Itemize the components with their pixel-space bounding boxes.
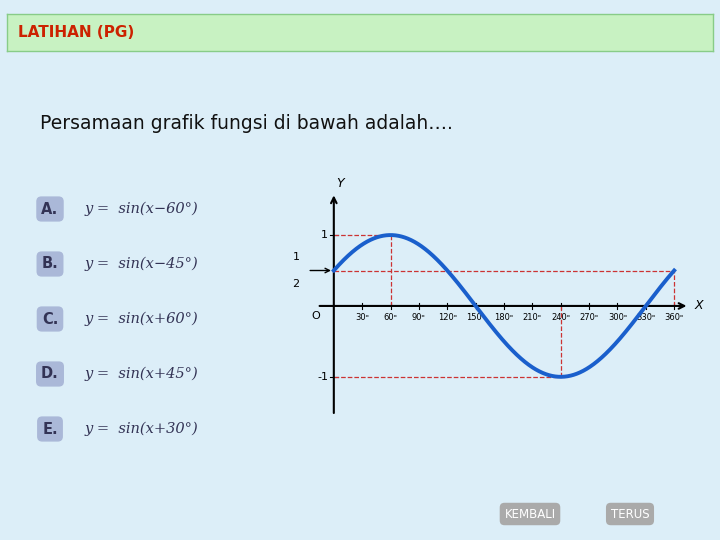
Text: 360ᵒ: 360ᵒ <box>665 313 684 322</box>
Text: 2: 2 <box>292 279 300 289</box>
Text: -1: -1 <box>317 372 328 382</box>
Text: 90ᵒ: 90ᵒ <box>412 313 426 322</box>
Text: KEMBALI: KEMBALI <box>505 508 556 521</box>
Text: 60ᵒ: 60ᵒ <box>384 313 397 322</box>
Text: 1: 1 <box>321 230 328 240</box>
Text: Y: Y <box>337 178 344 191</box>
Text: E.: E. <box>42 422 58 436</box>
Text: y =  sin(x+30°): y = sin(x+30°) <box>85 422 199 436</box>
Text: LATIHAN (PG): LATIHAN (PG) <box>18 25 134 40</box>
Text: 150ᵒ: 150ᵒ <box>466 313 485 322</box>
Text: TERUS: TERUS <box>611 508 649 521</box>
Text: A.: A. <box>41 201 58 217</box>
Text: y =  sin(x−45°): y = sin(x−45°) <box>85 257 199 271</box>
Text: C.: C. <box>42 312 58 327</box>
Text: O: O <box>312 311 320 321</box>
Text: 240ᵒ: 240ᵒ <box>552 313 570 322</box>
Text: 300ᵒ: 300ᵒ <box>608 313 627 322</box>
Text: D.: D. <box>41 367 59 381</box>
Text: 210ᵒ: 210ᵒ <box>523 313 542 322</box>
Text: B.: B. <box>42 256 58 272</box>
Text: 270ᵒ: 270ᵒ <box>580 313 599 322</box>
Text: 120ᵒ: 120ᵒ <box>438 313 456 322</box>
Text: 180ᵒ: 180ᵒ <box>495 313 513 322</box>
Text: y =  sin(x+45°): y = sin(x+45°) <box>85 367 199 381</box>
Text: y =  sin(x−60°): y = sin(x−60°) <box>85 202 199 216</box>
Text: 1: 1 <box>292 252 300 262</box>
Text: 330ᵒ: 330ᵒ <box>636 313 655 322</box>
Text: y =  sin(x+60°): y = sin(x+60°) <box>85 312 199 326</box>
Text: X: X <box>694 300 703 313</box>
Text: Persamaan grafik fungsi di bawah adalah….: Persamaan grafik fungsi di bawah adalah…… <box>40 114 453 133</box>
Text: 30ᵒ: 30ᵒ <box>355 313 369 322</box>
